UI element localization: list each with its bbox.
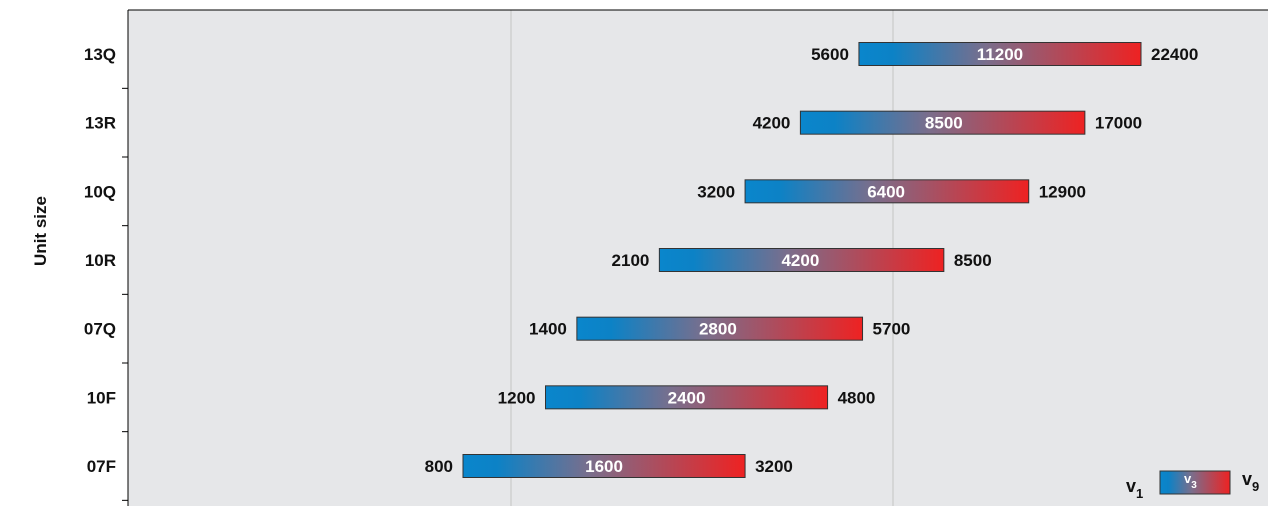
min-value-label: 1400 (529, 320, 567, 339)
mid-value-label: 4200 (781, 251, 819, 270)
legend: v1 v3 v9 (1126, 469, 1259, 501)
legend-gradient-swatch (1159, 470, 1231, 495)
mid-value-label: 2400 (668, 388, 706, 407)
mid-value-label: 11200 (977, 45, 1023, 64)
mid-value-label: 1600 (585, 457, 623, 476)
category-label: 10R (85, 251, 116, 270)
max-value-label: 4800 (838, 388, 876, 407)
legend-label-v1: v1 (1126, 476, 1143, 501)
min-value-label: 3200 (697, 182, 735, 201)
category-label: 10Q (84, 182, 116, 201)
bar-group-07f: 07F 800 1600 3200 (87, 454, 793, 478)
y-axis-label: Unit size (31, 196, 50, 266)
max-value-label: 17000 (1095, 114, 1142, 133)
legend-label-v9: v9 (1242, 469, 1259, 494)
range-bar (462, 454, 746, 478)
mid-value-label: 8500 (925, 114, 963, 133)
min-value-label: 2100 (612, 251, 650, 270)
y-axis-ticks (122, 87, 128, 501)
bars: 07F 800 1600 3200 10F 1200 2400 4800 07Q 1400 2800… (84, 42, 1198, 478)
max-value-label: 5700 (873, 320, 911, 339)
legend-label-v3: v3 (1184, 471, 1197, 491)
bar-group-10q: 10Q 3200 6400 12900 (84, 179, 1086, 204)
category-label: 07Q (84, 320, 116, 339)
min-value-label: 4200 (753, 114, 791, 133)
range-bar (576, 316, 864, 341)
bar-group-13r: 13R 4200 8500 17000 (85, 110, 1142, 135)
min-value-label: 800 (425, 457, 453, 476)
range-bar (658, 248, 945, 272)
min-value-label: 1200 (498, 388, 536, 407)
min-value-label: 5600 (811, 45, 849, 64)
bar-group-07q: 07Q 1400 2800 5700 (84, 316, 911, 341)
range-bar (744, 179, 1030, 204)
category-label: 13R (85, 114, 116, 133)
range-bar (858, 42, 1142, 66)
max-value-label: 3200 (755, 457, 793, 476)
range-bar (799, 110, 1086, 135)
bar-group-10r: 10R 2100 4200 8500 (85, 248, 992, 272)
category-label: 07F (87, 457, 116, 476)
max-value-label: 8500 (954, 251, 992, 270)
max-value-label: 12900 (1039, 182, 1086, 201)
mid-value-label: 2800 (699, 320, 737, 339)
bar-group-13q: 13Q 5600 11200 22400 (84, 42, 1198, 66)
category-label: 13Q (84, 45, 116, 64)
mid-value-label: 6400 (867, 182, 905, 201)
category-label: 10F (87, 388, 116, 407)
max-value-label: 22400 (1151, 45, 1198, 64)
range-bar (544, 385, 829, 410)
bar-group-10f: 10F 1200 2400 4800 (87, 385, 876, 410)
